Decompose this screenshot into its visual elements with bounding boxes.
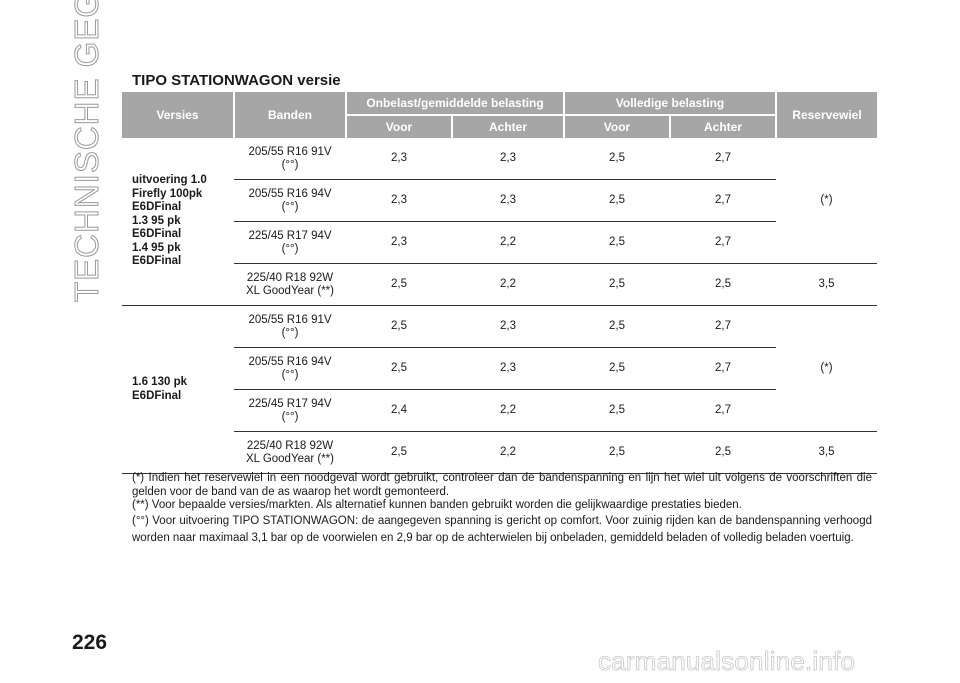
tyre-size: 225/45 R17 94V (°°) (234, 221, 346, 264)
tyre-size: 205/55 R16 94V (°°) (234, 347, 346, 390)
pressure-full-rear: 2,7 (670, 305, 776, 348)
pressure-full-front: 2,5 (564, 263, 670, 306)
pressure-unloaded-front: 2,3 (346, 221, 452, 264)
header-onbelast-achter: Achter (452, 115, 565, 138)
spare-wheel-pressure: 3,5 (776, 431, 877, 474)
pressure-unloaded-rear: 2,3 (452, 347, 564, 390)
header-reservewiel: Reservewiel (776, 92, 877, 138)
tyre-size: 225/40 R18 92W XL GoodYear (**) (234, 263, 346, 306)
tyre-size: 205/55 R16 91V (°°) (234, 305, 346, 348)
footnotes: (*) Indien het reservewiel in een noodge… (132, 472, 872, 547)
header-volledig: Volledige belasting (564, 92, 777, 116)
spare-wheel-pressure: 3,5 (776, 263, 877, 306)
pressure-unloaded-front: 2,4 (346, 389, 452, 432)
header-volledig-achter: Achter (670, 115, 777, 138)
version-cell: 1.6 130 pk E6DFinal (122, 305, 234, 474)
pressure-full-rear: 2,7 (670, 138, 776, 180)
tyre-size: 225/45 R17 94V (°°) (234, 389, 346, 432)
pressure-unloaded-front: 2,3 (346, 138, 452, 180)
section-title: TIPO STATIONWAGON versie (132, 72, 341, 89)
side-section-title: TECHNISCHE GEGEVENS (68, 0, 106, 303)
header-onbelast-voor: Voor (346, 115, 453, 138)
pressure-full-front: 2,5 (564, 179, 670, 222)
pressure-unloaded-front: 2,3 (346, 179, 452, 222)
pressure-unloaded-rear: 2,3 (452, 179, 564, 222)
tyre-size: 225/40 R18 92W XL GoodYear (**) (234, 431, 346, 474)
footnote-spare: (*) Indien het reservewiel in een noodge… (132, 472, 872, 498)
pressure-full-front: 2,5 (564, 389, 670, 432)
pressure-unloaded-front: 2,5 (346, 305, 452, 348)
pressure-full-rear: 2,5 (670, 431, 776, 474)
pressure-unloaded-front: 2,5 (346, 347, 452, 390)
header-banden: Banden (234, 92, 347, 138)
pressure-full-front: 2,5 (564, 138, 670, 180)
tyre-size: 205/55 R16 94V (°°) (234, 179, 346, 222)
pressure-unloaded-rear: 2,3 (452, 138, 564, 180)
pressure-unloaded-rear: 2,2 (452, 221, 564, 264)
pressure-full-front: 2,5 (564, 347, 670, 390)
version-cell: uitvoering 1.0 Firefly 100pk E6DFinal 1.… (122, 138, 234, 306)
pressure-full-front: 2,5 (564, 431, 670, 474)
pressure-unloaded-rear: 2,3 (452, 305, 564, 348)
tyre-size: 205/55 R16 91V (°°) (234, 138, 346, 180)
pressure-unloaded-front: 2,5 (346, 431, 452, 474)
pressure-full-front: 2,5 (564, 221, 670, 264)
pressure-full-rear: 2,5 (670, 263, 776, 306)
pressure-full-rear: 2,7 (670, 347, 776, 390)
header-onbelast: Onbelast/gemiddelde belasting (346, 92, 565, 116)
header-volledig-voor: Voor (564, 115, 671, 138)
pressure-full-rear: 2,7 (670, 221, 776, 264)
watermark: carmanualsonline.info (598, 646, 856, 677)
pressure-full-rear: 2,7 (670, 389, 776, 432)
tyre-pressure-table: Versies Banden Onbelast/gemiddelde belas… (122, 92, 877, 474)
spare-wheel-note: (*) (776, 138, 877, 264)
pressure-unloaded-front: 2,5 (346, 263, 452, 306)
footnote-comfort: (°°) Voor uitvoering TIPO STATIONWAGON: … (132, 514, 872, 544)
pressure-full-front: 2,5 (564, 305, 670, 348)
spare-wheel-note: (*) (776, 305, 877, 432)
pressure-unloaded-rear: 2,2 (452, 389, 564, 432)
pressure-full-rear: 2,7 (670, 179, 776, 222)
pressure-unloaded-rear: 2,2 (452, 263, 564, 306)
page-number: 226 (72, 631, 108, 654)
footnote-markets: (**) Voor bepaalde versies/markten. Als … (132, 499, 742, 511)
header-versies: Versies (122, 92, 235, 138)
pressure-unloaded-rear: 2,2 (452, 431, 564, 474)
